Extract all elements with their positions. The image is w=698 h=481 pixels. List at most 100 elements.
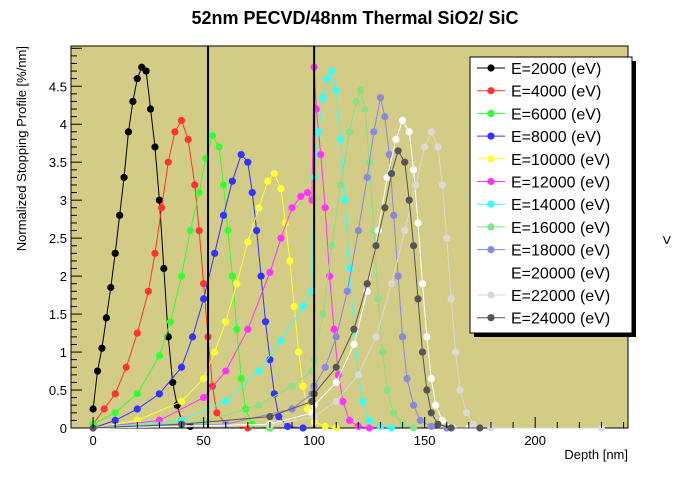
- data-point: [102, 314, 110, 322]
- data-point: [299, 302, 307, 311]
- legend-label: E=16000 (eV): [511, 220, 610, 237]
- data-point: [224, 226, 232, 235]
- data-point: [93, 367, 102, 375]
- data-point: [211, 348, 219, 356]
- data-point: [434, 143, 442, 151]
- chart-title: 52nm PECVD/48nm Thermal SiO2/ SiC: [191, 8, 518, 28]
- data-point: [295, 348, 303, 356]
- data-point: [345, 416, 354, 425]
- data-point: [253, 226, 261, 235]
- y-tick-label: 3: [60, 193, 67, 208]
- legend-entry: E=16000 (eV): [477, 220, 610, 237]
- data-point: [359, 397, 367, 406]
- data-point: [409, 242, 418, 250]
- data-point: [332, 397, 340, 406]
- data-point: [427, 128, 435, 136]
- data-point: [166, 318, 175, 326]
- data-point: [264, 177, 272, 185]
- data-point: [257, 272, 265, 280]
- y-tick-label: 2: [60, 269, 67, 284]
- data-point: [363, 280, 371, 288]
- data-point: [352, 97, 360, 106]
- data-point: [337, 181, 345, 189]
- side-mark: <: [659, 235, 676, 244]
- data-point: [255, 367, 263, 375]
- legend-entry: E=24000 (eV): [477, 311, 610, 328]
- data-point: [133, 405, 141, 413]
- series-line: [93, 69, 392, 429]
- data-point: [354, 226, 362, 235]
- data-point: [200, 375, 208, 383]
- data-point: [409, 424, 418, 432]
- data-point: [414, 219, 422, 227]
- data-point: [255, 401, 263, 409]
- series-2: [89, 132, 274, 432]
- legend-label: E=12000 (eV): [511, 175, 610, 192]
- data-point: [412, 181, 420, 189]
- x-axis-label: Depth [nm]: [564, 447, 628, 462]
- legend-label: E=10000 (eV): [511, 152, 610, 169]
- data-point: [323, 75, 331, 83]
- interface-lines: [207, 46, 316, 428]
- data-point: [133, 329, 141, 337]
- data-point: [111, 416, 119, 425]
- data-point: [107, 283, 115, 292]
- data-point: [332, 333, 340, 341]
- data-point: [456, 386, 464, 394]
- data-point: [365, 424, 373, 432]
- data-point: [233, 325, 241, 333]
- data-point: [284, 422, 292, 431]
- data-point: [186, 226, 194, 235]
- data-point: [418, 280, 427, 288]
- x-tick-label: 150: [414, 433, 436, 448]
- x-tick-label: 0: [89, 433, 96, 448]
- data-point: [124, 128, 133, 136]
- data-point: [394, 147, 402, 155]
- data-point: [414, 295, 422, 303]
- data-point: [476, 424, 484, 432]
- data-point: [200, 280, 208, 288]
- data-point: [215, 143, 223, 151]
- data-point: [248, 188, 256, 197]
- y-tick-label: 1.5: [49, 307, 67, 322]
- data-point: [151, 249, 159, 257]
- data-point: [200, 295, 208, 303]
- legend-label: E=2000 (eV): [511, 61, 601, 78]
- data-point: [403, 375, 411, 383]
- legend-label: E=8000 (eV): [511, 129, 601, 146]
- data-point: [275, 413, 283, 421]
- data-point: [319, 310, 327, 318]
- data-point: [177, 397, 186, 406]
- data-point: [354, 371, 362, 379]
- data-point: [133, 390, 141, 398]
- data-point: [116, 211, 124, 219]
- legend-label: E=18000 (eV): [511, 243, 610, 260]
- legend-marker: [487, 223, 495, 231]
- data-point: [228, 272, 236, 280]
- legend-entry: E=14000 (eV): [477, 197, 610, 214]
- data-point: [195, 188, 203, 197]
- data-point: [122, 363, 130, 371]
- data-point: [111, 249, 119, 257]
- data-point: [164, 158, 172, 166]
- data-point: [255, 204, 263, 212]
- data-point: [394, 272, 402, 280]
- legend-label: E=22000 (eV): [511, 288, 610, 305]
- data-point: [169, 378, 177, 387]
- legend-marker: [487, 64, 495, 72]
- data-point: [219, 181, 228, 189]
- data-point: [447, 424, 455, 432]
- data-point: [427, 422, 435, 431]
- data-point: [191, 181, 199, 189]
- data-point: [387, 280, 396, 288]
- series-line: [93, 67, 370, 429]
- legend-label: E=14000 (eV): [511, 197, 610, 214]
- legend-box: [469, 56, 633, 334]
- data-point: [213, 409, 221, 417]
- data-point: [321, 204, 329, 212]
- data-point: [144, 287, 152, 295]
- y-tick-label: 1: [60, 345, 67, 360]
- data-point: [392, 135, 400, 144]
- data-point: [222, 397, 230, 406]
- data-point: [177, 116, 186, 125]
